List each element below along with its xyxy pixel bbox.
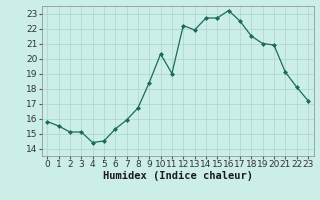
- X-axis label: Humidex (Indice chaleur): Humidex (Indice chaleur): [103, 171, 252, 181]
